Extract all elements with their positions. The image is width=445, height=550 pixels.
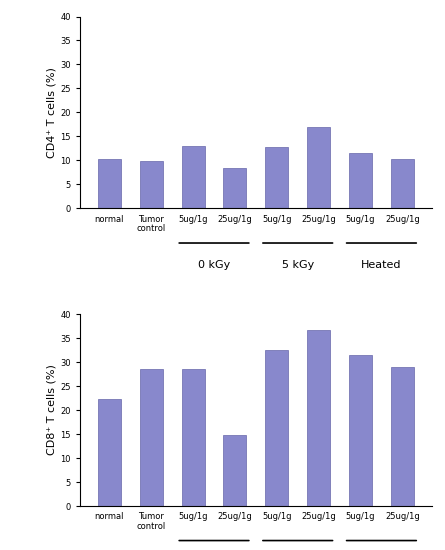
Y-axis label: CD4⁺ T cells (%): CD4⁺ T cells (%) xyxy=(46,67,56,158)
Bar xyxy=(349,355,372,506)
Bar xyxy=(391,367,414,506)
Text: Heated: Heated xyxy=(361,260,402,270)
Bar xyxy=(98,399,121,506)
Bar xyxy=(140,161,163,208)
Bar xyxy=(182,146,205,208)
Bar xyxy=(265,350,288,506)
Bar xyxy=(98,158,121,208)
Bar xyxy=(307,127,330,208)
Y-axis label: CD8⁺ T cells (%): CD8⁺ T cells (%) xyxy=(46,365,56,455)
Bar xyxy=(223,168,247,208)
Bar xyxy=(182,368,205,506)
Bar xyxy=(140,368,163,506)
Bar xyxy=(265,147,288,208)
Text: 5 kGy: 5 kGy xyxy=(282,260,314,270)
Bar xyxy=(349,153,372,208)
Bar xyxy=(391,158,414,208)
Text: 0 kGy: 0 kGy xyxy=(198,260,230,270)
Bar xyxy=(223,435,247,506)
Bar xyxy=(307,330,330,506)
